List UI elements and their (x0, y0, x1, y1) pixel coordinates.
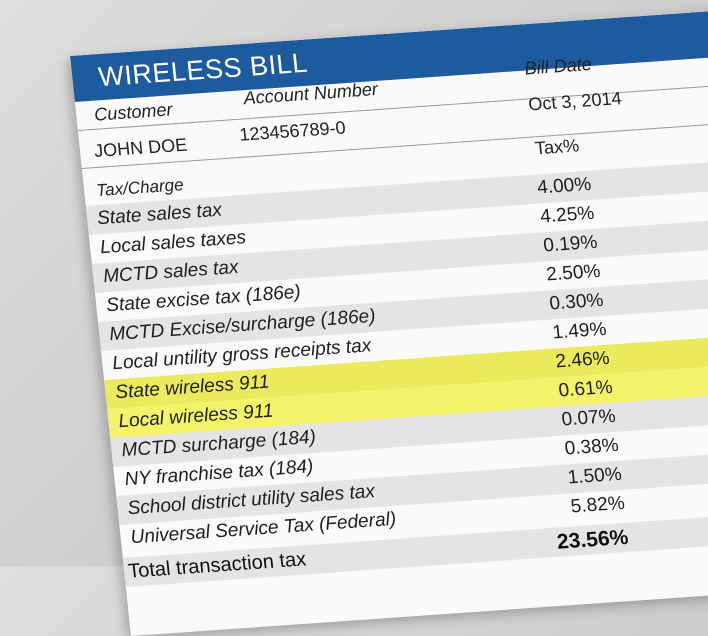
tax-percent: 4.25% (539, 202, 596, 228)
tax-percent: 1.50% (566, 463, 623, 489)
tax-charge-header: Tax/Charge (95, 175, 185, 201)
bill-date-value: Oct 3, 2014 (527, 88, 623, 115)
customer-label: Customer (93, 99, 174, 125)
tax-percent: 5.82% (569, 492, 626, 518)
tax-percent: 2.46% (554, 347, 611, 373)
bill-date-label: Bill Date (523, 53, 593, 79)
bill-title-banner: WIRELESS BILL (70, 2, 708, 103)
tax-percent: 0.38% (563, 434, 620, 460)
tax-percent: 1.49% (551, 318, 608, 344)
tax-percent: 2.50% (545, 260, 602, 286)
tax-percent: 0.07% (560, 405, 617, 431)
tax-pct-header: Tax% (533, 135, 581, 159)
tax-name: State sales tax (96, 199, 223, 230)
tax-percent: 0.30% (548, 289, 605, 315)
tax-percent: 4.00% (536, 173, 593, 199)
wireless-bill-document: WIRELESS BILL Customer Account Number Bi… (70, 2, 708, 636)
tax-percent: 0.61% (557, 376, 614, 402)
tax-percent: 0.19% (542, 231, 599, 257)
total-percent: 23.56% (555, 525, 630, 554)
account-number-value: 123456789-0 (238, 117, 347, 145)
customer-name: JOHN DOE (93, 134, 189, 162)
total-label: Total transaction tax (127, 548, 308, 583)
